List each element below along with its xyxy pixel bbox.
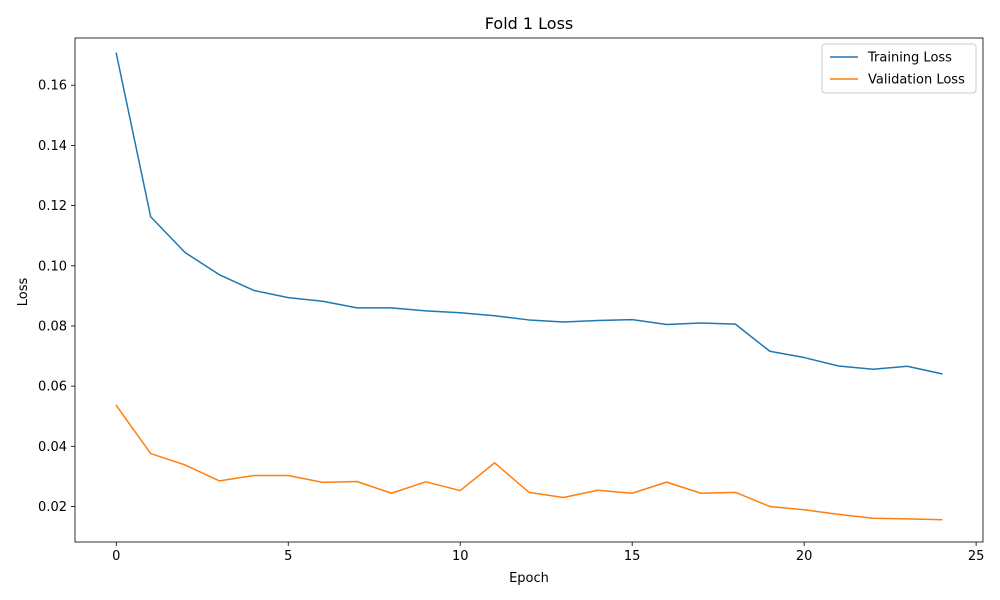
legend-box bbox=[821, 43, 977, 94]
x-tick-label: 5 bbox=[284, 549, 292, 564]
y-tick-label: 0.10 bbox=[38, 259, 67, 274]
x-tick-label: 25 bbox=[968, 549, 985, 564]
series-line-validation-loss bbox=[115, 404, 943, 521]
x-axis-label: Epoch bbox=[509, 571, 549, 586]
y-tick-label: 0.06 bbox=[38, 380, 67, 395]
x-tick-label: 15 bbox=[624, 549, 641, 564]
x-tick-label: 10 bbox=[452, 549, 469, 564]
y-tick-label: 0.16 bbox=[38, 79, 67, 94]
series-line-training-loss bbox=[115, 52, 943, 375]
y-tick-label: 0.12 bbox=[38, 199, 67, 214]
x-tick-label: 0 bbox=[112, 549, 120, 564]
y-tick-label: 0.02 bbox=[38, 500, 67, 515]
y-tick-label: 0.14 bbox=[38, 139, 67, 154]
legend: Training Loss Validation Loss bbox=[821, 43, 977, 94]
y-tick-label: 0.04 bbox=[38, 440, 67, 455]
chart-title: Fold 1 Loss bbox=[485, 14, 573, 33]
y-axis-label: Loss bbox=[16, 278, 31, 307]
plot-area: 0 5 10 15 20 25 0.02 0.04 0.06 0.08 0.10 0.12 0.14 0.… bbox=[38, 37, 985, 564]
legend-label: Training Loss bbox=[867, 51, 952, 66]
y-tick-label: 0.08 bbox=[38, 319, 67, 334]
legend-label: Validation Loss bbox=[868, 73, 965, 88]
x-tick-label: 20 bbox=[796, 549, 813, 564]
plot-frame bbox=[74, 37, 984, 543]
